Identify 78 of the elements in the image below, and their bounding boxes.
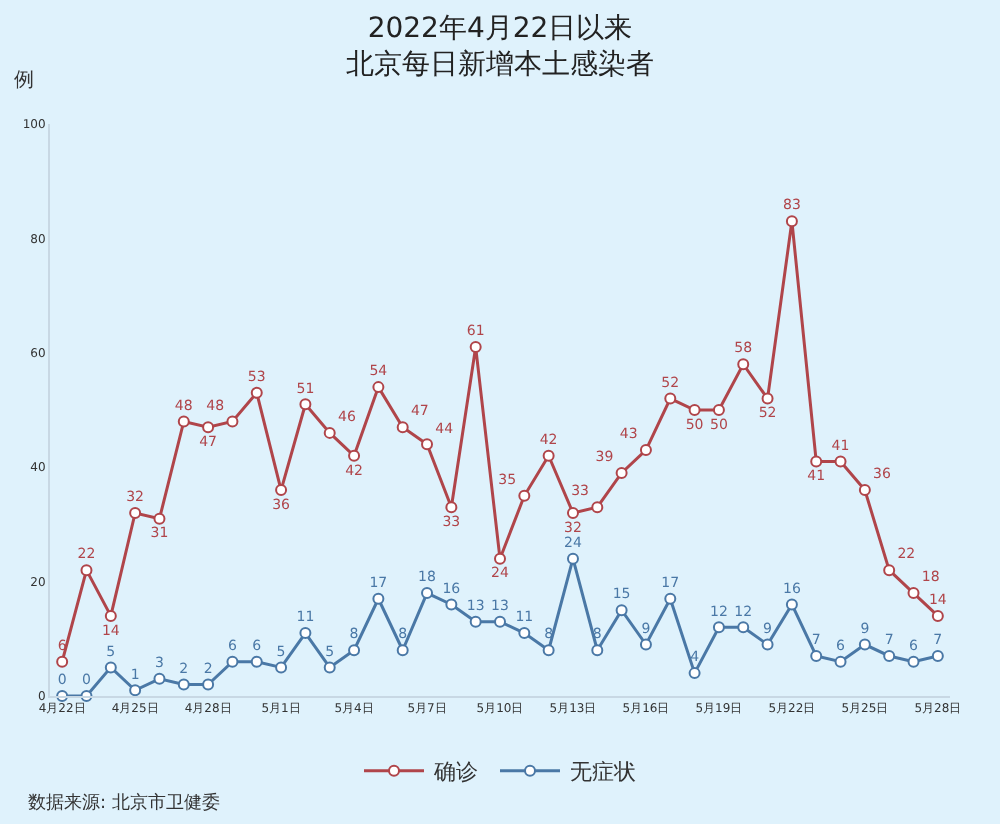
point	[883, 649, 896, 662]
point	[542, 449, 555, 462]
point	[372, 381, 385, 394]
point	[250, 386, 263, 399]
point	[737, 621, 750, 634]
legend-label: 确诊	[432, 759, 478, 786]
point	[688, 404, 701, 416]
point	[469, 341, 482, 354]
point	[494, 552, 506, 565]
point	[542, 644, 555, 657]
point	[761, 638, 774, 651]
point	[104, 609, 117, 622]
point	[664, 592, 677, 605]
point	[785, 598, 798, 611]
point	[858, 484, 871, 497]
legend-label: 无症状	[570, 759, 636, 786]
chart-title: 2022年4月22日以来	[367, 13, 633, 46]
point	[494, 615, 506, 628]
point	[372, 592, 385, 605]
point	[639, 444, 652, 457]
point	[396, 421, 409, 434]
point	[785, 215, 798, 228]
point	[421, 587, 434, 600]
point	[299, 627, 312, 640]
point	[566, 552, 579, 565]
point	[56, 655, 69, 668]
point	[907, 587, 920, 600]
point	[810, 455, 823, 468]
point	[323, 661, 336, 674]
point	[348, 449, 361, 462]
point	[396, 644, 409, 657]
point	[615, 466, 628, 479]
point	[129, 684, 142, 697]
point	[299, 398, 312, 411]
point	[275, 661, 288, 674]
point	[931, 649, 944, 662]
y-axis-title: 例	[14, 70, 34, 92]
point	[348, 644, 361, 657]
point	[518, 489, 531, 502]
chart-subtitle: 北京每日新增本土感染者	[346, 49, 654, 82]
point	[177, 678, 190, 691]
point	[883, 564, 896, 577]
point	[615, 604, 628, 617]
point	[104, 661, 117, 674]
point	[712, 404, 725, 416]
point	[153, 512, 166, 525]
point	[688, 667, 701, 680]
point	[907, 655, 920, 668]
point	[445, 598, 458, 611]
point	[469, 615, 482, 628]
point	[80, 564, 93, 577]
point	[761, 392, 774, 405]
point	[834, 455, 847, 468]
point	[737, 358, 750, 371]
point	[226, 655, 239, 668]
point	[858, 638, 871, 651]
point	[177, 415, 190, 428]
point	[129, 506, 142, 519]
point	[591, 644, 604, 657]
point	[226, 415, 239, 428]
point	[445, 501, 458, 514]
point	[518, 627, 531, 640]
point	[250, 655, 263, 668]
point	[566, 506, 579, 519]
point	[810, 649, 823, 662]
point	[664, 392, 677, 405]
point	[834, 655, 847, 668]
point	[323, 426, 336, 439]
point	[931, 609, 944, 622]
point	[275, 484, 288, 497]
point	[202, 678, 215, 691]
point	[202, 421, 215, 434]
point	[153, 672, 166, 685]
point	[712, 621, 725, 634]
point	[421, 438, 434, 451]
source-note: 数据来源: 北京市卫健委	[28, 792, 220, 814]
point	[591, 501, 604, 514]
point	[639, 638, 652, 651]
